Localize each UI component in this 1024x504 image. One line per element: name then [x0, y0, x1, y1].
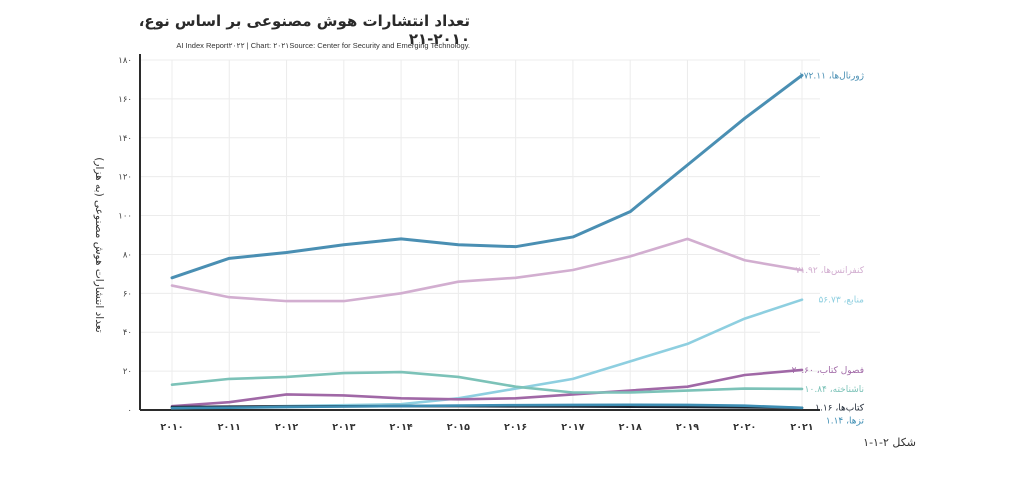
y-tick-label: ۶۰: [123, 289, 132, 299]
series-line: [170, 298, 804, 410]
series-line: [170, 370, 804, 394]
y-tick-label: ۱۸۰: [118, 56, 132, 66]
x-tick-label: ۲۰۱۸: [619, 422, 642, 433]
series-end-label: ۲۰.۶۰ ،فصول کتاب: [792, 366, 864, 376]
x-tick-label: ۲۰۱۲: [275, 422, 298, 433]
y-tick-label: ۰: [127, 406, 132, 416]
x-tick-label: ۲۰۱۳: [332, 422, 355, 433]
x-tick-label: ۲۰۱۰: [160, 422, 183, 433]
x-tick-label: ۲۰۲۰: [733, 422, 756, 433]
series-line: [170, 237, 804, 303]
y-axis-label: تعداد انتشارات هوش مصنوعی (به هزار): [93, 157, 105, 332]
series-end-label: ۱.۱۴ ،تزها: [826, 417, 865, 427]
x-tick-label: ۲۰۱۵: [447, 422, 470, 433]
x-tick-label: ۲۰۲۱: [790, 422, 813, 433]
x-tick-label: ۲۰۱۶: [504, 422, 527, 433]
y-tick-label: ۲۰: [123, 367, 132, 377]
y-tick-label: ۱۲۰: [118, 173, 132, 183]
y-tick-label: ۱۰۰: [118, 212, 132, 222]
series-end-label: ۵۶.۷۳ ،منابع: [818, 296, 864, 306]
chart-source: AI Index Report۲۰۲۲ | Chart: ۲۰۲۱Source:…: [176, 41, 470, 50]
series-end-label: ۷۱.۹۲ ،کنفرانس‌ها: [796, 266, 865, 276]
series-line: [170, 73, 804, 280]
x-tick-label: ۲۰۱۱: [218, 422, 241, 433]
y-tick-label: ۱۶۰: [118, 95, 132, 105]
series-end-label: ۱۰.۸۴ ،ناشناخته: [805, 385, 864, 395]
chart-title: تعداد انتشارات هوش مصنوعی بر اساس نوع، ۲…: [138, 12, 470, 48]
x-tick-label: ۲۰۱۹: [676, 422, 699, 433]
y-tick-label: ۸۰: [123, 250, 132, 260]
x-tick-label: ۲۰۱۷: [561, 422, 584, 433]
figure-caption: شکل ۲-۱-۱: [863, 436, 916, 449]
series-line: [170, 403, 804, 410]
series-end-label: ۱۷۲.۱۱ ،ژورنال‌ها: [799, 71, 864, 81]
y-tick-label: ۴۰: [123, 328, 132, 338]
series-end-label: ۱.۱۶ ،کتاب‌ها: [815, 404, 865, 414]
y-tick-label: ۱۴۰: [118, 134, 132, 144]
series-line: [170, 368, 804, 408]
x-tick-label: ۲۰۱۴: [389, 422, 412, 433]
